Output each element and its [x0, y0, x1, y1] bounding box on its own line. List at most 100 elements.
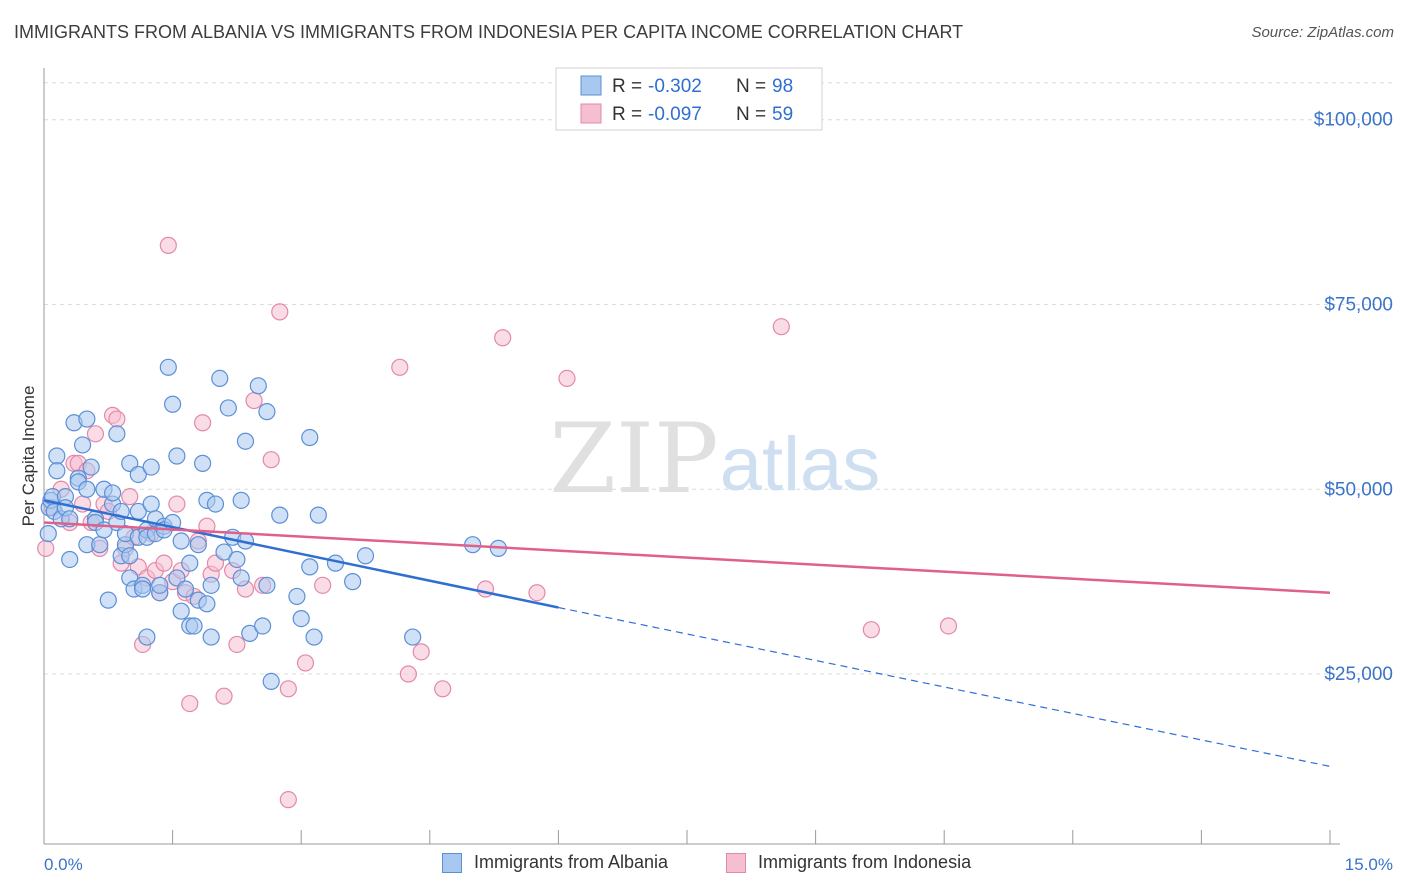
svg-text:R = -0.302 N =: R = -0.302 N = 98: [612, 76, 793, 97]
albania-point: [172, 532, 190, 550]
indonesia-point: [194, 414, 212, 432]
indonesia-point: [772, 318, 790, 336]
albania-point: [258, 403, 276, 421]
albania-trend-line: [43, 499, 559, 609]
indonesia-point: [181, 694, 199, 713]
legend-r-label-1: R =: [612, 76, 647, 97]
indonesia-point: [434, 680, 452, 698]
albania-point: [181, 554, 199, 572]
albania-point: [138, 628, 156, 646]
indonesia-point: [939, 617, 958, 635]
chart-title: IMMIGRANTS FROM ALBANIA VS IMMIGRANTS FR…: [14, 22, 964, 42]
albania-point: [61, 550, 79, 569]
albania-point: [232, 491, 250, 509]
albania-point: [48, 447, 66, 465]
x-tick-label-max: 15.0%: [1345, 855, 1393, 874]
albania-point: [301, 558, 319, 576]
albania-point: [168, 447, 186, 465]
indonesia-point: [296, 654, 315, 672]
indonesia-point: [121, 488, 139, 506]
x-ticks: [43, 830, 1331, 844]
albania-point: [305, 628, 323, 646]
series-albania-points: [39, 358, 507, 691]
albania-point: [202, 628, 220, 646]
albania-point: [206, 495, 225, 513]
albania-point: [228, 550, 246, 569]
indonesia-point: [528, 584, 546, 602]
albania-point: [142, 495, 160, 513]
albania-point: [39, 524, 57, 543]
legend-item-indonesia[interactable]: Immigrants from Indonesia: [726, 852, 971, 873]
albania-point: [189, 536, 207, 554]
legend-label-albania: Immigrants from Albania: [474, 852, 669, 872]
albania-point: [232, 569, 250, 587]
albania-point: [241, 624, 259, 642]
legend-swatch-albania-bottom: [442, 852, 462, 873]
albania-point: [258, 576, 276, 594]
albania-point: [142, 458, 160, 476]
indonesia-point: [262, 451, 280, 469]
legend-swatch-indonesia: [580, 103, 602, 124]
legend-n-label-2: N =: [736, 104, 771, 125]
indonesia-point: [399, 665, 417, 683]
albania-point: [164, 395, 182, 413]
indonesia-point: [862, 621, 880, 639]
albania-point: [103, 484, 122, 502]
indonesia-point: [159, 236, 177, 254]
indonesia-point: [245, 391, 263, 410]
albania-point: [292, 609, 310, 628]
albania-point: [159, 358, 177, 376]
albania-point: [48, 462, 66, 480]
albania-point: [219, 399, 237, 417]
indonesia-point: [215, 687, 233, 705]
albania-point: [108, 425, 126, 443]
indonesia-point: [86, 425, 105, 443]
legend-r-value-2: -0.097: [648, 104, 702, 125]
bottom-legend: Immigrants from Albania Immigrants from …: [0, 852, 1406, 878]
y-tick-label: $75,000: [1324, 294, 1393, 315]
albania-point: [271, 506, 289, 524]
indonesia-point: [412, 643, 430, 661]
albania-point: [78, 410, 96, 428]
legend-swatch-albania: [580, 75, 602, 96]
indonesia-point: [37, 539, 55, 557]
albania-point: [309, 506, 327, 524]
albania-point: [262, 672, 280, 691]
correlation-legend: R = -0.302 N = 98 R = -0.097 N = 59: [555, 67, 823, 131]
albania-point: [254, 617, 272, 635]
albania-point: [185, 617, 203, 635]
legend-r-label-2: R =: [612, 104, 647, 125]
legend-n-value-1: 98: [772, 76, 793, 97]
albania-point: [78, 480, 96, 498]
source-label: Source: ZipAtlas.com: [1251, 24, 1394, 41]
albania-point: [215, 543, 233, 561]
y-tick-labels: $25,000 $50,000 $75,000 $100,000: [1314, 110, 1393, 685]
legend-n-label-1: N =: [736, 76, 771, 97]
albania-point: [249, 377, 267, 395]
y-tick-label: $100,000: [1314, 110, 1393, 131]
albania-point: [236, 432, 255, 450]
albania-point: [404, 628, 422, 646]
albania-point: [133, 580, 152, 598]
legend-swatch-indonesia-bottom: [726, 852, 746, 873]
indonesia-point: [314, 576, 332, 594]
indonesia-point: [168, 495, 186, 513]
y-axis-label: Per Capita Income: [19, 386, 38, 527]
x-tick-label-min: 0.0%: [44, 855, 83, 874]
indonesia-trend-line: [43, 521, 1331, 594]
albania-point: [121, 547, 139, 565]
indonesia-point: [228, 635, 246, 654]
indonesia-point: [155, 554, 173, 572]
albania-point: [99, 591, 117, 609]
legend-item-albania[interactable]: Immigrants from Albania: [442, 852, 668, 873]
albania-point: [73, 436, 92, 454]
albania-point: [129, 465, 147, 484]
albania-point: [176, 580, 195, 598]
albania-point: [82, 458, 100, 476]
legend-label-indonesia: Immigrants from Indonesia: [758, 852, 972, 872]
albania-point: [344, 573, 362, 591]
indonesia-point: [494, 329, 512, 347]
trend-lines: [43, 499, 1331, 767]
indonesia-point: [108, 410, 126, 428]
